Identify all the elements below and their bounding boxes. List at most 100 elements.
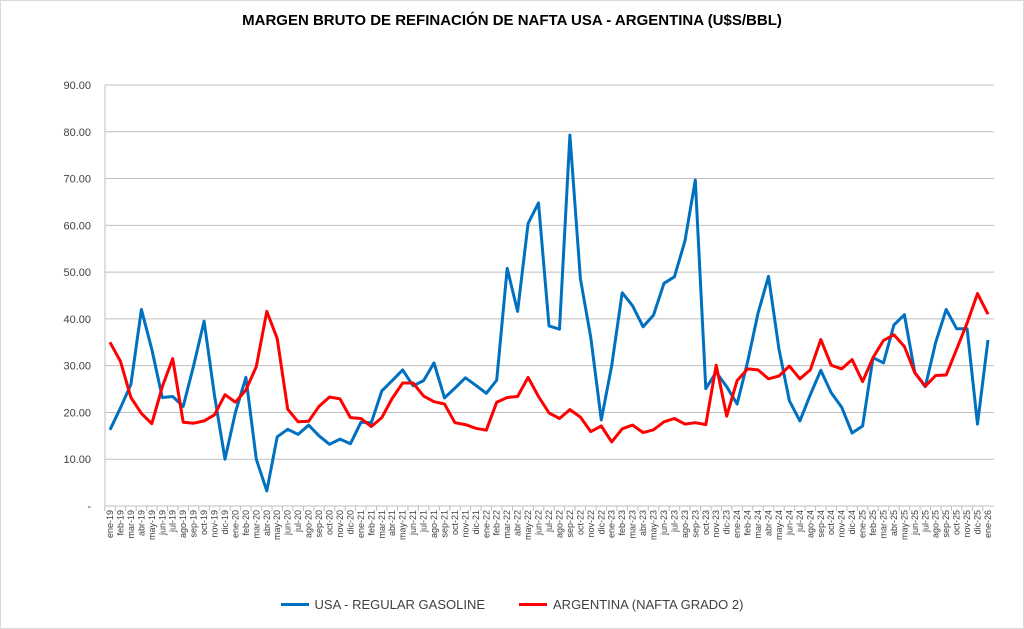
legend-label-argentina: ARGENTINA (NAFTA GRADO 2) (553, 597, 744, 612)
x-tick-label: jun-22 (534, 510, 544, 536)
x-tick-label: dic-24 (847, 510, 857, 535)
x-tick-label: feb-19 (115, 510, 125, 536)
legend-swatch-argentina (519, 603, 548, 606)
series-line-usa (108, 133, 990, 493)
x-tick-label: feb-22 (492, 510, 502, 536)
x-tick-label: jun-20 (283, 510, 293, 536)
x-tick-label: may-19 (147, 510, 157, 540)
x-tick-label: abr-23 (638, 510, 648, 536)
x-tick-label: ago-24 (805, 510, 815, 538)
x-tick-label: jun-19 (157, 510, 167, 536)
x-tick-label: nov-23 (711, 510, 721, 538)
x-tick-label: jul-19 (168, 510, 178, 533)
legend-item-argentina: ARGENTINA (NAFTA GRADO 2) (519, 597, 743, 612)
x-tick-label: jun-21 (408, 510, 418, 536)
x-tick-label: may-22 (523, 510, 533, 540)
x-tick-label: ago-19 (178, 510, 188, 538)
x-tick-label: ago-22 (554, 510, 564, 538)
x-tick-label: sep-20 (314, 510, 324, 538)
x-tick-label: mar-25 (878, 510, 888, 539)
y-tick-label: 60.00 (63, 220, 91, 232)
x-tick-label: dic-20 (345, 510, 355, 535)
x-tick-label: abr-22 (513, 510, 523, 536)
x-tick-label: abr-20 (262, 510, 272, 536)
x-tick-label: ene-26 (983, 510, 993, 538)
x-tick-label: ene-19 (105, 510, 115, 538)
x-tick-label: dic-22 (596, 510, 606, 535)
y-tick-label: 80.00 (63, 127, 91, 139)
y-tick-label: 40.00 (63, 314, 91, 326)
x-tick-label: sep-23 (690, 510, 700, 538)
x-tick-label: sep-19 (189, 510, 199, 538)
x-tick-label: sep-22 (565, 510, 575, 538)
x-tick-label: mar-23 (628, 510, 638, 539)
x-tick-label: feb-24 (743, 510, 753, 536)
y-tick-label: 70.00 (63, 174, 91, 186)
x-tick-label: nov-22 (586, 510, 596, 538)
x-tick-label: feb-21 (366, 510, 376, 536)
x-tick-label: oct-23 (701, 510, 711, 535)
x-tick-label: mar-19 (126, 510, 136, 539)
x-tick-label: mar-22 (502, 510, 512, 539)
x-tick-label: oct-24 (826, 510, 836, 535)
x-tick-label: jul-20 (293, 510, 303, 533)
y-tick-label: 50.00 (63, 267, 91, 279)
x-tick-label: ago-23 (680, 510, 690, 538)
x-tick-label: jun-24 (784, 510, 794, 536)
x-tick-label: jul-23 (669, 510, 679, 533)
x-tick-label: may-23 (649, 510, 659, 540)
legend-label-usa: USA - REGULAR GASOLINE (314, 597, 486, 612)
x-tick-label: ago-20 (304, 510, 314, 538)
x-tick-label: sep-21 (439, 510, 449, 538)
legend: USA - REGULAR GASOLINE ARGENTINA (NAFTA … (0, 597, 1024, 612)
x-tick-label: dic-21 (471, 510, 481, 535)
x-tick-label: dic-19 (220, 510, 230, 535)
x-tick-label: jul-22 (544, 510, 554, 533)
y-tick-label: - (87, 501, 91, 513)
y-tick-label: 30.00 (63, 361, 91, 373)
x-tick-label: ago-25 (931, 510, 941, 538)
x-tick-label: ene-22 (481, 510, 491, 538)
x-tick-label: oct-19 (199, 510, 209, 535)
x-tick-label: ene-20 (230, 510, 240, 538)
x-tick-label: ago-21 (429, 510, 439, 538)
x-tick-label: nov-24 (837, 510, 847, 538)
legend-swatch-usa (280, 603, 309, 606)
chart-title: MARGEN BRUTO DE REFINACIÓN DE NAFTA USA … (242, 12, 782, 29)
x-tick-label: mar-24 (753, 510, 763, 539)
x-tick-label: may-24 (774, 510, 784, 540)
x-tick-label: feb-25 (868, 510, 878, 536)
x-tick-label: jul-21 (419, 510, 429, 533)
x-tick-label: nov-21 (460, 510, 470, 538)
x-tick-label: ene-24 (732, 510, 742, 538)
x-tick-label: nov-25 (962, 510, 972, 538)
legend-item-usa: USA - REGULAR GASOLINE (280, 597, 486, 612)
x-tick-label: mar-20 (251, 510, 261, 539)
x-tick-label: ene-21 (356, 510, 366, 538)
x-tick-label: ene-23 (607, 510, 617, 538)
x-tick-label: jul-24 (795, 510, 805, 533)
x-tick-label: oct-21 (450, 510, 460, 535)
x-tick-label: jul-25 (920, 510, 930, 533)
x-tick-label: abr-24 (764, 510, 774, 536)
x-tick-label: oct-20 (325, 510, 335, 535)
x-tick-label: mar-21 (377, 510, 387, 539)
x-tick-label: sep-24 (816, 510, 826, 538)
y-tick-label: 90.00 (63, 80, 91, 92)
x-tick-label: abr-25 (889, 510, 899, 536)
x-tick-label: oct-22 (575, 510, 585, 535)
x-tick-label: ene-25 (858, 510, 868, 538)
x-tick-label: nov-19 (210, 510, 220, 538)
x-tick-label: may-21 (398, 510, 408, 540)
x-tick-label: feb-20 (241, 510, 251, 536)
x-tick-label: jun-25 (910, 510, 920, 536)
x-tick-label: nov-20 (335, 510, 345, 538)
x-tick-label: sep-25 (941, 510, 951, 538)
x-tick-label: may-20 (272, 510, 282, 540)
x-tick-label: abr-19 (136, 510, 146, 536)
x-tick-label: dic-23 (722, 510, 732, 535)
y-tick-label: 20.00 (63, 407, 91, 419)
x-tick-label: feb-23 (617, 510, 627, 536)
x-tick-label: dic-25 (973, 510, 983, 535)
